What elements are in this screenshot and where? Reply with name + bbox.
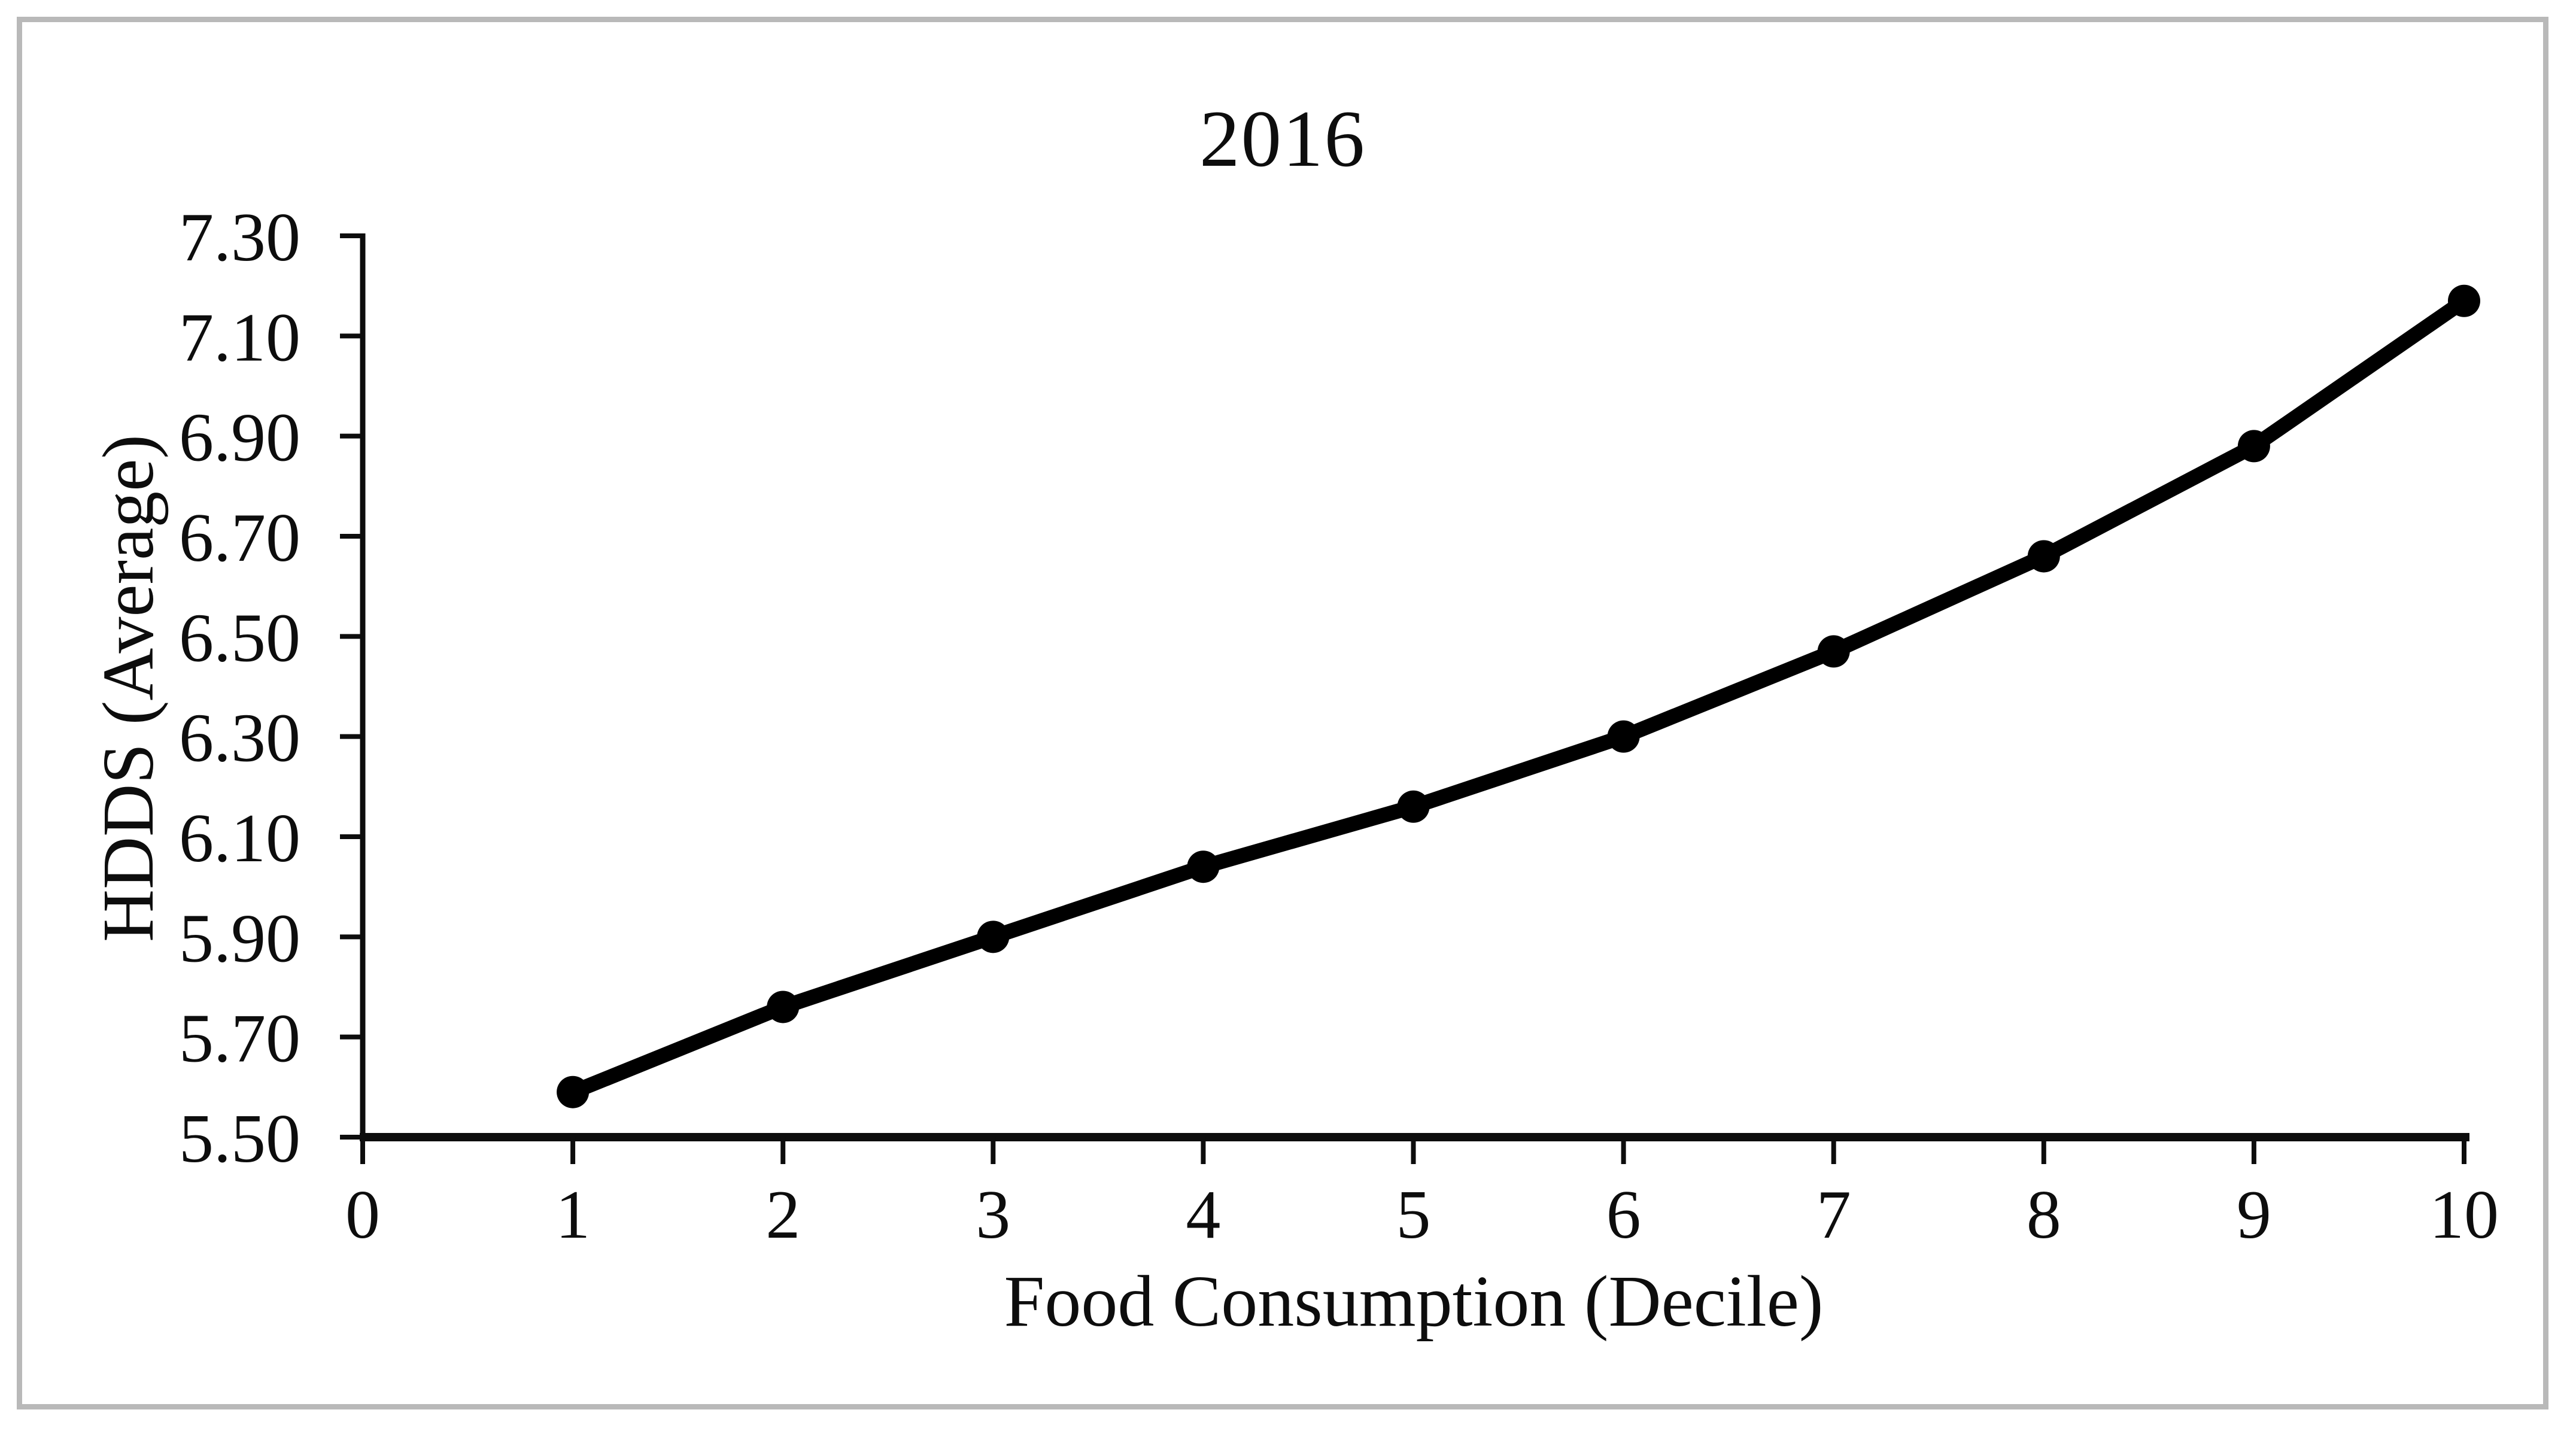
data-point bbox=[977, 920, 1010, 953]
x-tick-label: 9 bbox=[2237, 1177, 2271, 1253]
data-line bbox=[565, 293, 2472, 1100]
x-tick-label: 5 bbox=[1396, 1177, 1431, 1253]
data-point bbox=[1187, 850, 1220, 883]
data-point bbox=[2027, 540, 2060, 573]
chart-title: 2016 bbox=[1199, 95, 1366, 184]
x-tick-label: 6 bbox=[1606, 1177, 1641, 1253]
y-tick-label: 6.90 bbox=[179, 400, 300, 476]
y-tick-label: 5.70 bbox=[179, 1001, 300, 1077]
y-tick-label: 6.10 bbox=[179, 800, 300, 877]
data-point bbox=[2237, 430, 2270, 463]
y-tick-label: 7.10 bbox=[179, 299, 300, 376]
y-tick-label: 7.30 bbox=[179, 199, 300, 276]
x-tick-label: 8 bbox=[2027, 1177, 2061, 1253]
x-tick-label: 2 bbox=[765, 1177, 800, 1253]
data-point bbox=[767, 991, 800, 1023]
x-tick-label: 1 bbox=[555, 1177, 590, 1253]
x-tick-label: 0 bbox=[345, 1177, 380, 1253]
data-point bbox=[1397, 790, 1430, 823]
y-tick-label: 5.50 bbox=[179, 1101, 300, 1177]
y-tick-label: 5.90 bbox=[179, 900, 300, 977]
x-tick-label: 10 bbox=[2429, 1177, 2499, 1253]
y-tick-label: 6.70 bbox=[179, 500, 300, 576]
data-point bbox=[557, 1076, 590, 1108]
x-axis-title: Food Consumption (Decile) bbox=[1004, 1261, 1824, 1342]
data-point bbox=[2448, 284, 2480, 317]
chart-frame: 2016 bbox=[17, 17, 2548, 1409]
data-point bbox=[1607, 720, 1640, 753]
y-tick-label: 6.50 bbox=[179, 600, 300, 676]
y-tick-label: 6.30 bbox=[179, 700, 300, 777]
x-tick-label: 4 bbox=[1186, 1177, 1220, 1253]
data-point bbox=[1817, 635, 1850, 668]
x-tick-label: 7 bbox=[1816, 1177, 1851, 1253]
x-tick-label: 3 bbox=[976, 1177, 1010, 1253]
